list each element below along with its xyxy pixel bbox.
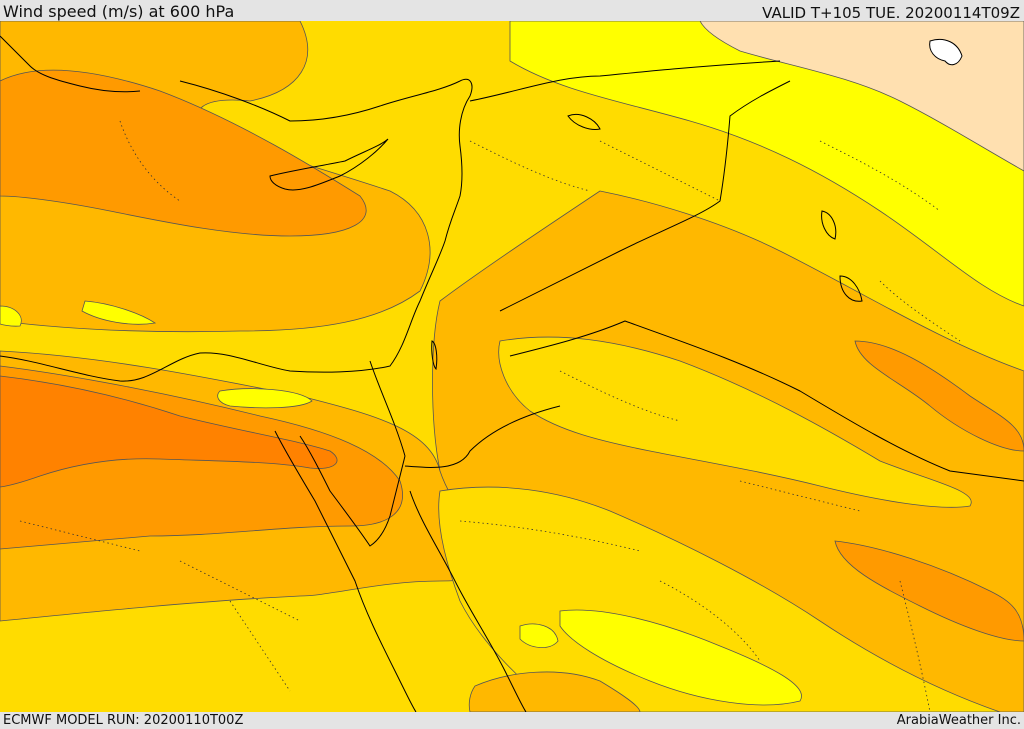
coastline-turkey-south	[179, 80, 461, 122]
wind-speed-map	[0, 21, 1024, 712]
shade-light-south-pocket	[559, 609, 802, 706]
coastline-gulf-suez	[274, 430, 417, 712]
border-turkey-syria	[469, 60, 781, 102]
shade-strong-west	[0, 69, 367, 237]
coastline-aegean	[0, 35, 141, 93]
shade-light-edge-west	[0, 305, 22, 327]
lake-assad	[567, 114, 601, 130]
header-bar: Wind speed (m/s) at 600 hPa VALID T+105 …	[0, 0, 1024, 21]
shade-strong-south-east	[468, 671, 641, 712]
coastline-gulf-aqaba	[299, 435, 406, 547]
shade-light-south-pocket2	[519, 623, 559, 648]
coastline-cyprus	[269, 138, 389, 191]
shade-light-pocket-egypt	[217, 388, 313, 409]
shade-strong-east1	[854, 340, 1024, 452]
shade-light-pocket-west	[81, 300, 157, 325]
shade-medium-light-tongue	[498, 336, 972, 508]
shade-strong-east2	[834, 540, 1024, 642]
credit-label: ArabiaWeather Inc.	[896, 713, 1021, 728]
footer-bar: ECMWF MODEL RUN: 20200110T00Z ArabiaWeat…	[0, 712, 1024, 729]
model-run-label: ECMWF MODEL RUN: 20200110T00Z	[3, 713, 244, 728]
dead-sea	[431, 340, 438, 371]
shade-strongest-south	[0, 375, 338, 488]
border-jordan-iraq	[509, 320, 1024, 482]
lake-van	[929, 38, 963, 66]
coastline-red-sea-east	[409, 490, 527, 712]
admin-borders-dotted	[19, 120, 961, 712]
border-egypt-israel	[369, 360, 406, 457]
coastline-med-south	[0, 78, 473, 382]
lake-iraq	[821, 210, 863, 302]
border-jordan-saudi	[404, 405, 561, 468]
map-canvas	[0, 21, 1024, 712]
border-syria-iraq	[499, 80, 791, 312]
valid-time-label: VALID T+105 TUE. 20200114T09Z	[762, 4, 1020, 22]
map-title: Wind speed (m/s) at 600 hPa	[3, 2, 235, 21]
shade-medium-light-south	[438, 486, 1001, 712]
